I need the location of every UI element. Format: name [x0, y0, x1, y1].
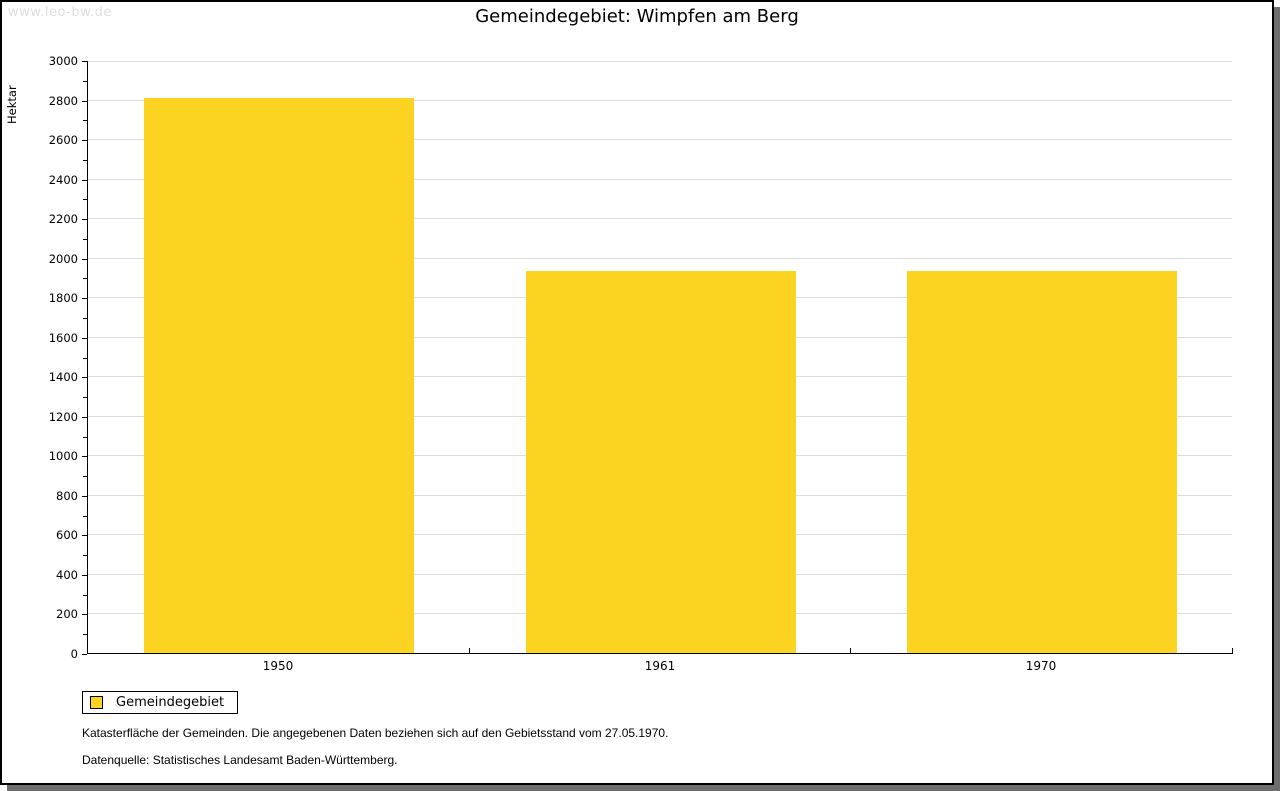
y-axis-tick-label: 1600: [48, 331, 78, 345]
y-axis-tick-label: 1000: [48, 449, 78, 463]
y-axis-tick: [82, 140, 87, 141]
legend-box: Gemeindegebiet: [82, 691, 239, 714]
y-axis-tick: [82, 259, 87, 260]
y-axis-tick: [82, 180, 87, 181]
y-axis-tick: [82, 535, 87, 536]
y-axis-tick-label: 600: [56, 528, 78, 542]
y-axis-tick: [83, 160, 87, 161]
y-axis-tick: [82, 456, 87, 457]
y-axis-tick-label: 2800: [48, 94, 78, 108]
footnote-text: Katasterfläche der Gemeinden. Die angege…: [82, 726, 669, 740]
y-axis-tick: [82, 654, 87, 655]
y-axis-tick: [83, 595, 87, 596]
bar-1970: [907, 271, 1177, 653]
gridline: [88, 218, 1232, 219]
y-axis-tick-label: 0: [70, 647, 78, 661]
legend-label: Gemeindegebiet: [116, 695, 225, 710]
gridline: [88, 179, 1232, 180]
x-axis-tick-label: 1950: [262, 659, 294, 673]
x-axis-tick-label: 1961: [644, 659, 676, 673]
y-axis-tick: [83, 318, 87, 319]
x-axis-tick: [469, 648, 470, 654]
y-axis-tick: [82, 377, 87, 378]
y-axis-tick: [82, 417, 87, 418]
y-axis-tick: [83, 199, 87, 200]
y-axis-tick-label: 1800: [48, 291, 78, 305]
watermark: www.leo-bw.de: [8, 5, 112, 20]
y-axis-tick-label: 1200: [48, 410, 78, 424]
y-axis-tick: [82, 614, 87, 615]
y-axis-tick-label: 2000: [48, 252, 78, 266]
y-axis-tick: [83, 358, 87, 359]
panel-shadow-bottom: [7, 785, 1274, 791]
y-axis-tick: [82, 298, 87, 299]
y-axis-tick: [82, 61, 87, 62]
gridline: [88, 139, 1232, 140]
y-axis-tick: [82, 219, 87, 220]
y-axis-tick: [83, 516, 87, 517]
y-axis-tick: [83, 278, 87, 279]
plot-area: [87, 61, 1232, 654]
y-axis-tick-label: 800: [56, 489, 78, 503]
y-axis-tick: [83, 239, 87, 240]
bar-1961: [526, 271, 796, 653]
y-axis-tick-label: 3000: [48, 54, 78, 68]
gridline: [88, 61, 1232, 62]
y-axis-tick: [83, 397, 87, 398]
panel-shadow-right: [1274, 7, 1280, 791]
y-axis-tick-label: 2600: [48, 133, 78, 147]
y-axis-tick: [83, 81, 87, 82]
y-axis-tick: [82, 338, 87, 339]
y-axis-tick: [83, 120, 87, 121]
y-axis-tick-label: 1400: [48, 370, 78, 384]
y-axis-title: Hektar: [5, 85, 19, 124]
y-axis-tick: [83, 634, 87, 635]
y-axis-tick-label: 2200: [48, 212, 78, 226]
y-axis-tick-label: 200: [56, 607, 78, 621]
y-axis-tick-label: 400: [56, 568, 78, 582]
gridline: [88, 100, 1232, 101]
chart-title: Gemeindegebiet: Wimpfen am Berg: [475, 6, 799, 27]
legend-color-swatch: [90, 696, 103, 709]
x-axis-tick: [850, 648, 851, 654]
y-axis-tick: [83, 555, 87, 556]
x-axis-tick: [1232, 648, 1233, 654]
data-source-text: Datenquelle: Statistisches Landesamt Bad…: [82, 753, 398, 767]
y-axis-tick: [82, 575, 87, 576]
y-axis-tick: [82, 496, 87, 497]
gridline: [88, 258, 1232, 259]
bar-1950: [144, 98, 414, 653]
y-axis-tick: [82, 101, 87, 102]
y-axis-tick-label: 2400: [48, 173, 78, 187]
y-axis-tick: [83, 476, 87, 477]
y-axis-tick: [83, 437, 87, 438]
x-axis-tick-label: 1970: [1025, 659, 1057, 673]
